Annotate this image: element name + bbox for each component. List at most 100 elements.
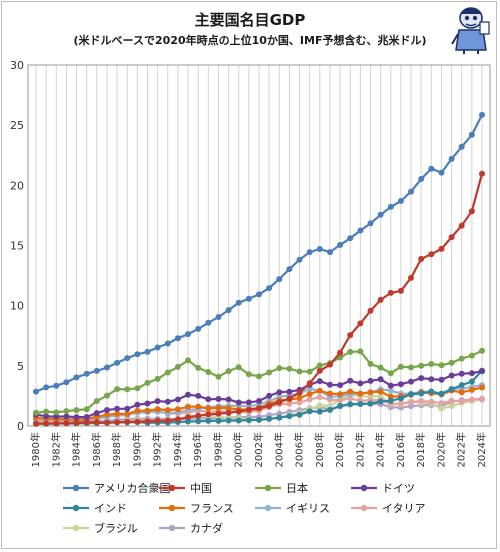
x-tick-label: 1988年 bbox=[110, 432, 123, 467]
data-point bbox=[185, 391, 191, 398]
data-point bbox=[215, 417, 222, 424]
data-point bbox=[104, 392, 110, 399]
tick-labels: 0 5 10 15 20 25 30 1980年 1982年 1984年 1986年 1988年 199… bbox=[10, 59, 488, 467]
data-point bbox=[397, 287, 404, 294]
data-point bbox=[225, 307, 232, 314]
data-point bbox=[408, 274, 414, 281]
data-point bbox=[63, 379, 70, 386]
data-point bbox=[337, 349, 344, 356]
data-point bbox=[205, 417, 212, 424]
data-point bbox=[134, 351, 141, 358]
data-point bbox=[418, 362, 425, 369]
data-point bbox=[316, 362, 323, 369]
x-tick-label: 2006年 bbox=[293, 432, 306, 467]
x-tick-label: 2004年 bbox=[272, 432, 285, 467]
data-point bbox=[225, 368, 232, 375]
data-point bbox=[144, 400, 151, 407]
data-point bbox=[144, 348, 151, 355]
data-point bbox=[438, 400, 445, 407]
data-point bbox=[286, 388, 293, 395]
data-point bbox=[408, 378, 414, 385]
data-point bbox=[144, 418, 151, 425]
data-point bbox=[418, 397, 425, 404]
y-tick-label: 15 bbox=[10, 240, 24, 253]
data-point bbox=[205, 319, 212, 326]
data-point bbox=[418, 390, 425, 397]
data-point bbox=[468, 396, 475, 403]
data-point bbox=[256, 398, 262, 404]
data-point bbox=[93, 410, 100, 417]
data-point bbox=[174, 396, 181, 403]
data-point bbox=[468, 352, 475, 359]
mascot-logo bbox=[451, 7, 490, 54]
y-tick-label: 5 bbox=[17, 360, 24, 373]
data-point bbox=[225, 396, 232, 403]
data-point bbox=[296, 399, 303, 406]
x-tick-label: 2014年 bbox=[374, 432, 387, 467]
data-point bbox=[225, 409, 232, 416]
data-point bbox=[63, 420, 70, 427]
y-tick-label: 20 bbox=[10, 179, 24, 192]
x-tick-label: 1980年 bbox=[29, 432, 42, 467]
data-point bbox=[387, 387, 394, 394]
data-point bbox=[245, 406, 252, 413]
data-point bbox=[144, 407, 151, 414]
data-point bbox=[438, 245, 445, 252]
legend-item: フランス bbox=[158, 500, 254, 516]
data-point bbox=[63, 408, 70, 415]
data-point bbox=[33, 420, 39, 427]
legend-label: アメリカ合衆国 bbox=[94, 482, 171, 495]
legend-item: 中国 bbox=[158, 480, 254, 496]
data-point bbox=[245, 295, 252, 302]
data-point bbox=[397, 198, 404, 204]
y-tick-label: 30 bbox=[10, 59, 24, 72]
data-point bbox=[215, 314, 222, 320]
data-point bbox=[337, 397, 344, 404]
data-point bbox=[316, 394, 323, 401]
data-point bbox=[367, 360, 374, 367]
x-tick-label: 2018年 bbox=[414, 432, 427, 467]
data-point bbox=[93, 419, 100, 426]
data-point bbox=[205, 396, 212, 403]
x-tick-label: 1996年 bbox=[191, 432, 204, 467]
x-tick-label: 2008年 bbox=[313, 432, 326, 467]
data-point bbox=[43, 408, 50, 415]
legend-label: カナダ bbox=[190, 522, 223, 535]
data-point bbox=[286, 365, 293, 372]
data-point bbox=[245, 399, 252, 406]
data-point bbox=[357, 348, 364, 355]
data-point bbox=[195, 392, 202, 399]
legend-item: イギリス bbox=[254, 500, 350, 516]
data-point bbox=[468, 131, 475, 138]
data-point bbox=[266, 403, 273, 409]
data-point bbox=[377, 388, 384, 395]
chart-title: 主要国名目GDP bbox=[194, 11, 306, 29]
data-point bbox=[104, 419, 110, 426]
data-point bbox=[164, 340, 171, 347]
data-point bbox=[174, 335, 181, 342]
data-point bbox=[428, 361, 435, 367]
x-tick-label: 1984年 bbox=[70, 432, 83, 467]
data-point bbox=[154, 406, 161, 413]
data-point bbox=[144, 379, 151, 386]
data-point bbox=[195, 364, 202, 371]
data-point bbox=[479, 111, 485, 118]
data-point bbox=[428, 388, 435, 395]
legend-item: イタリア bbox=[350, 500, 446, 516]
data-point bbox=[306, 396, 313, 403]
data-point bbox=[164, 417, 171, 424]
data-point bbox=[266, 369, 273, 376]
data-point bbox=[174, 416, 181, 423]
data-point bbox=[347, 348, 354, 355]
data-point bbox=[124, 386, 131, 393]
x-tick-label: 1998年 bbox=[211, 432, 224, 467]
gridlines bbox=[35, 65, 483, 426]
legend-label: ドイツ bbox=[382, 482, 415, 495]
x-tick-label: 2022年 bbox=[455, 432, 468, 467]
data-point bbox=[124, 411, 131, 417]
data-point bbox=[296, 389, 303, 396]
data-point bbox=[397, 381, 404, 388]
data-point bbox=[276, 276, 283, 283]
